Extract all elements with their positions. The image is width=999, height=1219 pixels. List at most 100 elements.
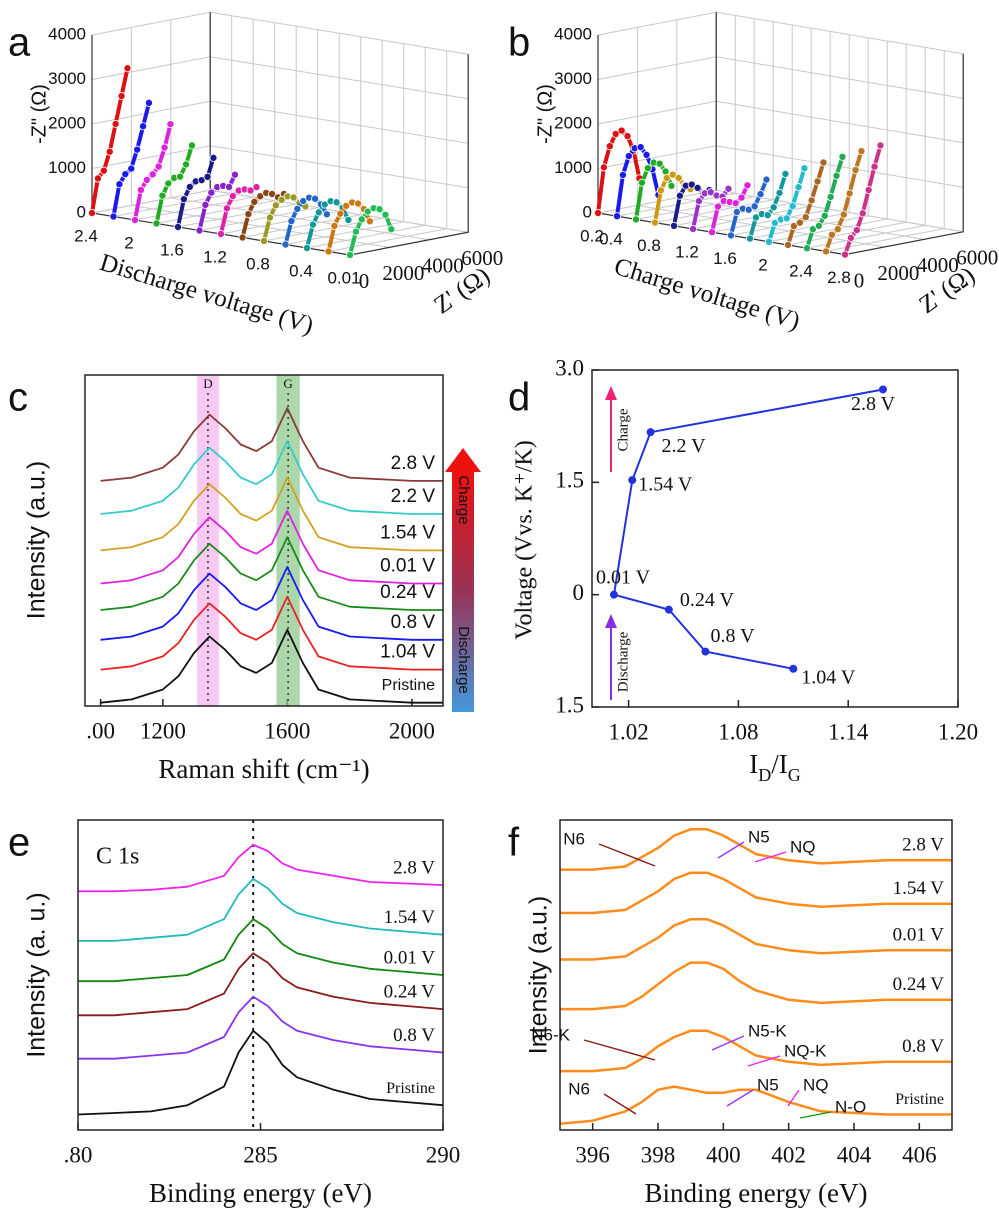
grid-line [242, 36, 362, 238]
x-axis-title: ID/IG [749, 749, 801, 785]
spectrum [100, 440, 443, 515]
impedance-point [185, 182, 194, 191]
impedance-point [756, 190, 765, 199]
impedance-point [246, 186, 255, 195]
impedance-point [123, 64, 132, 73]
impedance-point [694, 197, 703, 206]
point-label: 2.8 V [851, 393, 896, 415]
y-axis-title: Voltage (Vvs. K⁺/K) [512, 440, 538, 640]
arrow-label: Discharge [455, 626, 472, 694]
series-label: 0.24 V [893, 974, 945, 995]
impedance-point [826, 192, 835, 201]
impedance-point [179, 195, 188, 204]
impedance-point [770, 218, 779, 227]
grid-line [156, 22, 276, 224]
impedance-point [93, 174, 102, 183]
impedance-point [117, 92, 126, 101]
spectrum [78, 878, 444, 942]
component-label: N5 [748, 827, 770, 846]
series-label: 1.54 V [380, 522, 435, 543]
impedance-point [732, 208, 741, 217]
grid-line [749, 37, 869, 240]
component-label: NQ [790, 837, 816, 856]
impedance-point [674, 173, 683, 182]
series-label: 2.8 V [393, 857, 435, 878]
impedance-point [713, 202, 722, 211]
impedance-point [858, 209, 867, 218]
gradient-arrow-head [445, 448, 481, 472]
impedance-point [822, 247, 831, 256]
impedance-point [203, 172, 212, 181]
grid-line [711, 31, 831, 233]
grid-line [134, 19, 254, 221]
z-tick-label: 4000 [917, 253, 959, 277]
impedance-point [332, 198, 341, 207]
impedance-point [611, 129, 620, 138]
impedance-point [661, 167, 670, 176]
impedance-point [99, 166, 108, 175]
x-axis-title-part: D [758, 765, 771, 785]
impedance-point [144, 98, 153, 107]
y-tick-label: 3000 [48, 69, 86, 88]
impedance-point [299, 197, 308, 206]
impedance-curve [90, 66, 130, 215]
x-axis-title: Binding energy (eV) [149, 1178, 372, 1208]
series-label: Pristine [895, 1091, 944, 1108]
impedance-point [154, 162, 163, 171]
y-tick-label: 3000 [554, 69, 592, 88]
impedance-point [808, 225, 817, 234]
impedance-point [136, 185, 145, 194]
impedance-point [782, 214, 791, 223]
impedance-point [111, 119, 120, 128]
impedance-point [387, 225, 396, 234]
impedance-point [643, 164, 652, 173]
impedance-point [287, 217, 296, 226]
impedance-point [832, 171, 841, 180]
impedance-point [381, 210, 390, 219]
annotation: C 1s [96, 844, 139, 870]
impedance-point [375, 205, 384, 214]
series-label: 0.24 V [384, 981, 436, 1002]
grid-line [768, 41, 888, 243]
series-label: 0.24 V [380, 582, 435, 603]
impedance-point [201, 200, 210, 209]
panel-letter: c [8, 376, 28, 420]
impedance-point [617, 126, 626, 135]
impedance-point [794, 183, 803, 192]
point-label: 0.8 V [710, 625, 755, 647]
impedance-point [876, 141, 885, 150]
y-tick-label: 0 [77, 202, 86, 221]
impedance-point [662, 174, 671, 183]
impedance-point [351, 227, 360, 236]
impedance-point [230, 170, 239, 179]
x-axis-title-part: /I [771, 749, 788, 779]
impedance-point [800, 164, 809, 173]
grid-line [597, 100, 964, 144]
impedance-point [784, 240, 793, 249]
impedance-point [833, 225, 842, 234]
point-label: 1.04 V [801, 666, 856, 688]
spectrum [78, 918, 444, 983]
grid-line [91, 11, 469, 55]
category-label: 1.2 [675, 242, 699, 261]
impedance-point [365, 217, 374, 226]
impedance-point [655, 159, 664, 168]
impedance-point [130, 215, 139, 224]
component-label: N5-K [748, 1021, 787, 1040]
impedance-point [209, 153, 218, 162]
impedance-point [158, 191, 167, 200]
impedance-point [864, 185, 873, 194]
impedance-point [737, 193, 746, 202]
impedance-point [744, 205, 753, 214]
category-label: 0.4 [599, 230, 623, 249]
spectrum [78, 843, 444, 893]
z-tick-label: 6000 [956, 246, 998, 270]
gradient-arrow [452, 470, 474, 712]
impedance-point [281, 240, 290, 249]
impedance-point [142, 175, 151, 184]
z-tick-label: 2000 [382, 261, 424, 285]
impedance-point [139, 122, 148, 131]
impedance-point [207, 188, 216, 197]
annotation-arrow [583, 1039, 656, 1061]
